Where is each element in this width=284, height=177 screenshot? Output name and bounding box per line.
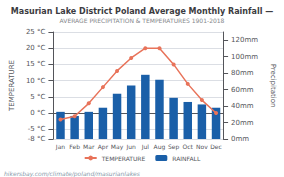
svg-text:Oct: Oct [183,143,194,150]
svg-text:-5 °C: -5 °C [28,125,46,133]
svg-text:RAINFALL: RAINFALL [172,155,201,162]
svg-text:Jun: Jun [126,143,137,151]
svg-text:TEMPERATURE: TEMPERATURE [101,155,146,162]
svg-text:5 °C: 5 °C [30,93,45,101]
svg-text:20mm: 20mm [231,119,254,127]
svg-text:25 °C: 25 °C [26,28,46,36]
svg-text:-8 °C: -8 °C [28,135,46,143]
svg-text:Masurian Lake District Poland: Masurian Lake District Poland Average Mo… [11,7,273,16]
svg-text:Nov: Nov [196,143,208,150]
svg-text:Dec: Dec [210,143,222,150]
svg-text:Precipitation: Precipitation [269,64,277,108]
svg-text:100mm: 100mm [231,53,258,61]
svg-text:Jul: Jul [141,143,150,151]
svg-text:Mar: Mar [83,143,95,150]
svg-text:0 °C: 0 °C [30,109,45,117]
svg-text:May: May [111,143,124,151]
svg-text:TEMPERATURE: TEMPERATURE [8,60,16,112]
svg-text:hikersbay.com/climate/poland/m: hikersbay.com/climate/poland/masurianlak… [4,170,140,177]
svg-text:10 °C: 10 °C [26,77,46,85]
svg-text:20 °C: 20 °C [26,44,46,52]
svg-text:Apr: Apr [98,143,109,151]
svg-text:Jan: Jan [55,143,65,151]
svg-text:80mm: 80mm [231,69,254,77]
svg-text:60mm: 60mm [231,86,254,94]
svg-text:40mm: 40mm [231,102,254,110]
svg-text:Feb: Feb [69,143,80,150]
svg-text:AVERAGE PRECIPITATION & TEMPER: AVERAGE PRECIPITATION & TEMPERATURES 190… [60,17,225,24]
svg-text:Sep: Sep [168,143,180,151]
svg-text:15 °C: 15 °C [26,60,46,68]
svg-text:0mm: 0mm [231,135,249,143]
svg-text:120mm: 120mm [231,36,258,44]
svg-text:Aug: Aug [154,143,166,151]
